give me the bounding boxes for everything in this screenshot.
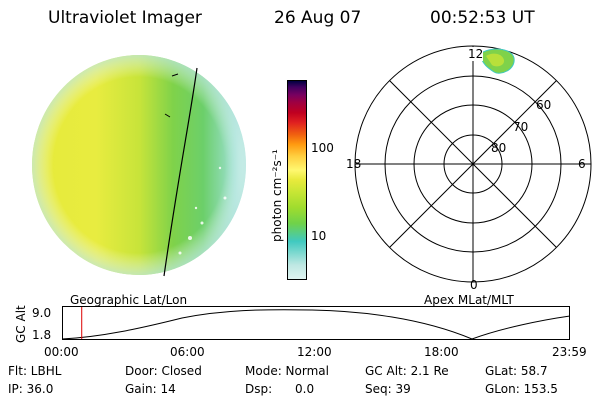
left-caption: Geographic Lat/Lon: [70, 293, 188, 307]
colorbar-tick-10: 10: [311, 229, 327, 243]
mlt-label-left: 18: [346, 157, 362, 171]
alt-xtick: 00:00: [44, 345, 79, 359]
mlt-label-top: 12: [468, 47, 484, 61]
lat-label-60: 60: [536, 98, 552, 112]
gcalt-field: GC Alt: 2.1 Re: [365, 364, 449, 378]
alt-ytick-low: 1.8: [32, 328, 52, 342]
alt-xtick: 12:00: [297, 345, 332, 359]
instrument-title: Ultraviolet Imager: [48, 8, 202, 28]
alt-xtick: 06:00: [170, 345, 205, 359]
mlt-label-right: 6: [578, 157, 586, 171]
flt-field: Flt: LBHL: [8, 364, 62, 378]
alt-xtick: 18:00: [424, 345, 459, 359]
altitude-plot: [62, 306, 570, 340]
mode-field: Mode: Normal: [245, 364, 329, 378]
door-field: Door: Closed: [125, 364, 202, 378]
alt-ytick-high: 9.0: [32, 306, 52, 320]
glat-field: GLat: 58.7: [485, 364, 548, 378]
seq-field: Seq: 39: [365, 382, 411, 396]
polar-plot: [354, 45, 592, 283]
time-label: 00:52:53 UT: [430, 8, 535, 28]
alt-xtick: 23:59: [552, 345, 587, 359]
dsp-field: Dsp: 0.0: [245, 382, 315, 396]
colorbar-tick-100: 100: [311, 141, 334, 155]
mlt-label-bottom: 0: [470, 278, 478, 292]
colorbar: [287, 80, 307, 280]
alt-ylabel: GC Alt: [14, 305, 28, 343]
uv-image: [32, 55, 246, 277]
gain-field: Gain: 14: [125, 382, 176, 396]
polar-caption: Apex MLat/MLT: [424, 293, 514, 307]
lat-label-80: 80: [491, 141, 507, 155]
date-label: 26 Aug 07: [274, 8, 362, 28]
glon-field: GLon: 153.5: [485, 382, 558, 396]
colorbar-label: photon cm⁻²s⁻¹: [270, 149, 284, 242]
ip-field: IP: 36.0: [8, 382, 54, 396]
lat-label-70: 70: [513, 120, 529, 134]
